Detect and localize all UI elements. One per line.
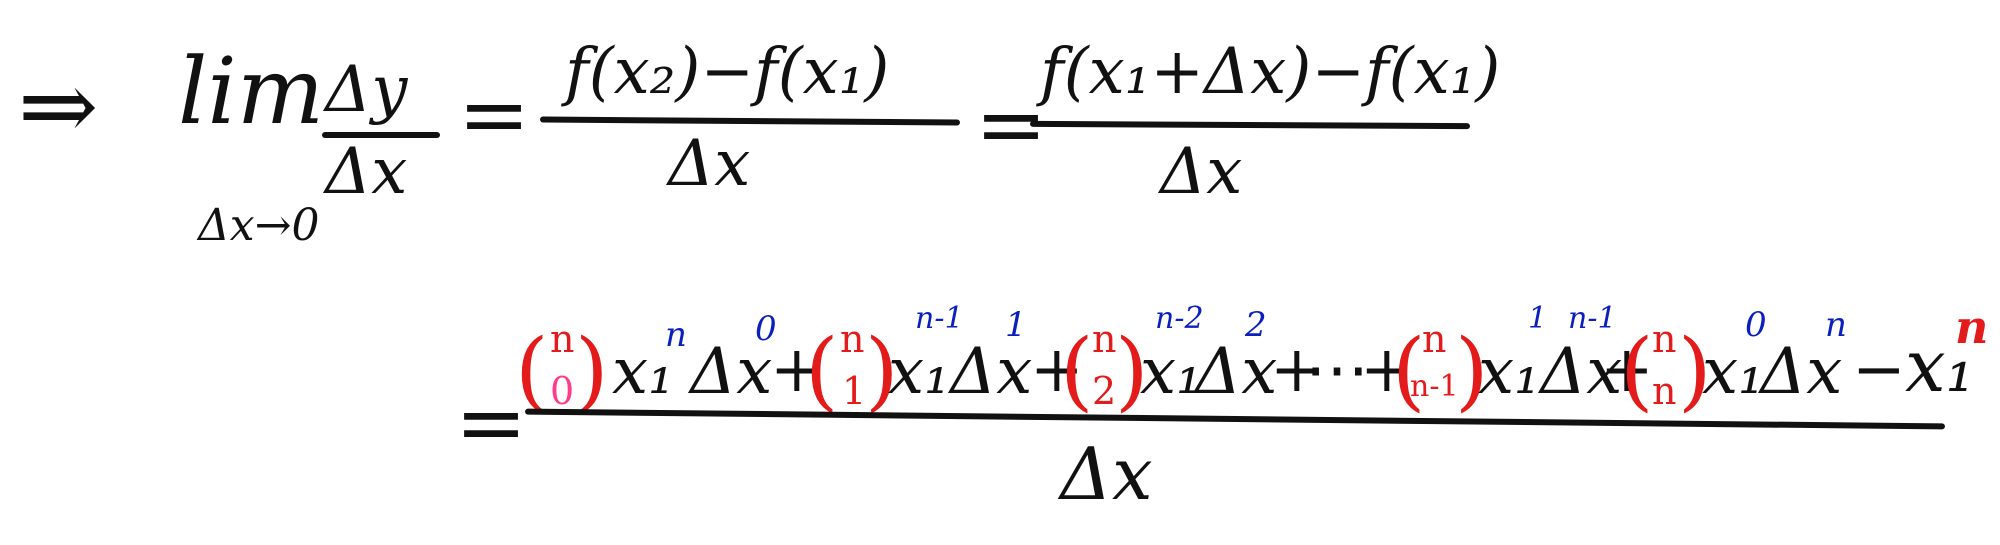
term1-base: x₁ — [888, 335, 950, 409]
plus-sign-1: + — [770, 333, 824, 407]
equals-sign-1: = — [458, 65, 531, 165]
binomial-n-top: n — [1652, 317, 1677, 361]
minus-sign: − — [1852, 333, 1906, 407]
term-n1-base-exponent: 1 — [1528, 301, 1548, 336]
term2-base: x₁ — [1140, 335, 1202, 409]
term-n1-delta-exponent: n-1 — [1568, 301, 1617, 336]
implies-arrow: ⇒ — [18, 50, 99, 162]
fraction2-numerator: f(x₂)−f(x₁) — [565, 35, 890, 109]
term-n-delta-exponent: n — [1825, 305, 1847, 345]
binomial-n-left-paren: ( — [1620, 321, 1654, 421]
last-base: x₁ — [1905, 324, 1975, 408]
fraction2-bar — [539, 116, 961, 126]
binomial-2-left-paren: ( — [1060, 321, 1094, 421]
term-n-base-exponent: 0 — [1745, 305, 1767, 345]
binomial-n1-right-paren: ) — [1455, 321, 1489, 421]
term0-delta-exponent: 0 — [755, 309, 777, 349]
term0-base: x₁ — [612, 335, 674, 409]
term2-delta: Δx — [1195, 335, 1278, 409]
binomial-1-top: n — [840, 317, 865, 361]
term0-base-exponent: n — [665, 315, 687, 355]
term-n-delta: Δx — [1760, 335, 1843, 409]
term2-base-exponent: n-2 — [1155, 301, 1204, 336]
fraction2-denominator: Δx — [668, 127, 751, 201]
binomial-0-right-paren: ) — [575, 321, 609, 421]
ellipsis: ⋯ — [1305, 333, 1369, 407]
binomial-1-right-paren: ) — [865, 321, 899, 421]
limit-operator: lim — [178, 38, 325, 145]
term1-base-exponent: n-1 — [915, 301, 964, 336]
main-fraction-bar — [525, 408, 1945, 430]
fraction3-denominator: Δx — [1160, 135, 1243, 209]
term-n1-base: x₁ — [1478, 335, 1540, 409]
limit-subscript: Δx→0 — [198, 200, 320, 251]
binomial-1-left-paren: ( — [805, 321, 839, 421]
term1-delta-exponent: 1 — [1005, 305, 1027, 345]
binomial-0-top: n — [550, 317, 575, 361]
plus-sign-5: + — [1600, 333, 1654, 407]
binomial-2-bottom: 2 — [1092, 369, 1117, 413]
binomial-n-bottom: n — [1652, 369, 1677, 413]
binomial-2-top: n — [1092, 317, 1117, 361]
last-exponent: n — [1955, 300, 1989, 354]
fraction3-numerator: f(x₁+Δx)−f(x₁) — [1040, 35, 1501, 109]
binomial-n1-top: n — [1422, 317, 1447, 361]
binomial-0-bottom: 0 — [550, 369, 575, 413]
fraction1-numerator: Δy — [325, 53, 408, 127]
binomial-0-left-paren: ( — [515, 321, 549, 421]
binomial-1-bottom: 1 — [842, 369, 867, 413]
fraction1-bar — [322, 132, 440, 138]
term-n1-delta: Δx — [1540, 335, 1623, 409]
equals-sign-3: = — [455, 373, 528, 473]
binomial-n1-bottom: n-1 — [1410, 369, 1459, 404]
plus-sign-2: + — [1030, 333, 1084, 407]
binomial-2-right-paren: ) — [1115, 321, 1149, 421]
binomial-n1-left-paren: ( — [1392, 321, 1426, 421]
main-fraction-denominator: Δx — [1060, 432, 1153, 516]
binomial-n-right-paren: ) — [1678, 321, 1712, 421]
plus-sign-4: + — [1360, 333, 1414, 407]
term2-delta-exponent: 2 — [1245, 305, 1267, 345]
term1-delta: Δx — [950, 335, 1033, 409]
fraction1-denominator: Δx — [325, 135, 408, 209]
plus-sign-3: + — [1270, 333, 1324, 407]
fraction3-bar — [1029, 120, 1471, 130]
term-n-base: x₁ — [1702, 335, 1764, 409]
term0-delta: Δx — [690, 335, 773, 409]
